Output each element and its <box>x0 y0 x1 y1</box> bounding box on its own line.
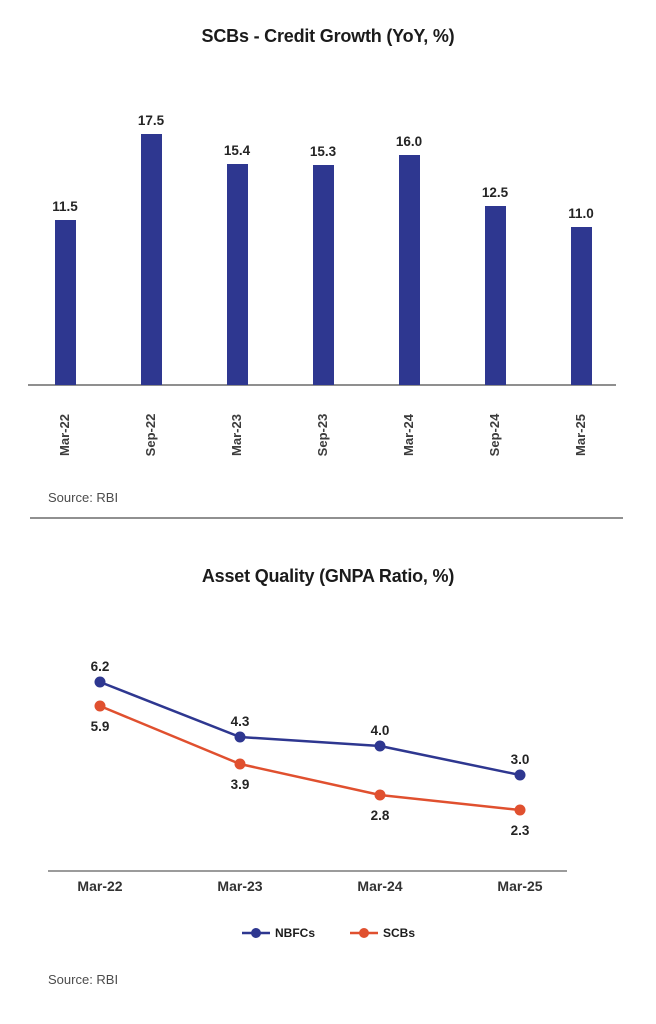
data-point-label: 3.0 <box>511 752 530 767</box>
bar <box>226 164 248 385</box>
source-note: Source: RBI <box>48 972 119 987</box>
line-chart-svg: 6.2 4.3 4.0 3.0 5.9 3.9 2.8 2.3 <box>91 659 530 838</box>
x-axis-line <box>48 870 567 872</box>
bar-chart-plot: 11.5 Mar-22 17.5 Sep-22 15.4 Mar-23 15.3 Sep-23… <box>28 113 616 457</box>
data-point-label: 5.9 <box>91 719 110 734</box>
data-point-marker <box>514 769 526 781</box>
series-line <box>99 704 521 812</box>
x-axis-label: Sep-22 <box>143 413 158 457</box>
bar-value-label: 16.0 <box>395 134 423 149</box>
bar-value-label: 11.0 <box>568 206 594 221</box>
x-axis-label: Mar-22 <box>57 414 72 456</box>
data-point-marker <box>234 731 246 743</box>
x-axis-label: Mar-24 <box>401 414 416 456</box>
legend-item: NBFCs <box>241 926 315 940</box>
x-axis-label: Mar-22 <box>77 878 123 894</box>
x-axis-label: Mar-23 <box>217 878 263 894</box>
chart-legend: NBFCs SCBs <box>0 926 656 940</box>
x-axis-label: Sep-24 <box>487 413 502 457</box>
legend-marker-icon <box>350 928 378 938</box>
bar <box>398 155 420 385</box>
bar-value-label: 11.5 <box>52 199 78 214</box>
data-point-marker <box>374 789 386 801</box>
data-point-marker <box>94 676 106 688</box>
legend-label: SCBs <box>383 926 416 940</box>
data-point-marker <box>374 740 386 752</box>
series-line <box>99 680 521 777</box>
data-point-label: 2.8 <box>371 808 390 823</box>
credit-growth-chart: SCBs - Credit Growth (YoY, %) 11.5 Mar-22… <box>28 26 616 505</box>
bar-value-label: 12.5 <box>481 185 509 200</box>
x-axis-label: Mar-25 <box>497 878 543 894</box>
data-point-marker <box>234 758 246 770</box>
bar-value-label: 15.4 <box>223 143 251 158</box>
legend-item: SCBs <box>349 926 415 940</box>
legend-label: NBFCs <box>274 926 315 940</box>
x-axis-label: Sep-23 <box>315 413 330 457</box>
data-point-marker <box>94 700 106 712</box>
data-point-label: 3.9 <box>231 777 250 792</box>
x-axis-line <box>28 384 616 386</box>
asset-quality-chart-title: Asset Quality (GNPA Ratio, %) <box>201 566 455 586</box>
bar <box>312 165 334 385</box>
bar <box>54 220 76 385</box>
x-axis-label: Mar-23 <box>229 414 244 456</box>
bar <box>484 206 506 385</box>
x-axis-label: Mar-25 <box>573 414 588 456</box>
data-point-marker <box>514 804 526 816</box>
data-point-label: 4.0 <box>371 723 390 738</box>
credit-growth-chart-title: SCBs - Credit Growth (YoY, %) <box>201 26 455 46</box>
bar-value-label: 17.5 <box>137 113 165 128</box>
data-point-label: 6.2 <box>91 659 110 674</box>
bar <box>140 134 162 385</box>
line-chart-plot: 6.2 4.3 4.0 3.0 5.9 3.9 2.8 2.3 Mar-22 Mar-23 Mar… <box>0 540 656 1024</box>
source-note: Source: RBI <box>48 490 119 505</box>
x-axis-label: Mar-24 <box>357 878 403 894</box>
bar-value-label: 15.3 <box>309 144 337 159</box>
section-divider <box>30 517 623 519</box>
legend-marker-icon <box>241 928 270 938</box>
bar <box>570 227 592 385</box>
data-point-label: 4.3 <box>231 714 250 729</box>
asset-quality-chart: Asset Quality (GNPA Ratio, %) 6.2 4.3 4.0 3… <box>0 540 656 1024</box>
data-point-label: 2.3 <box>511 823 530 838</box>
